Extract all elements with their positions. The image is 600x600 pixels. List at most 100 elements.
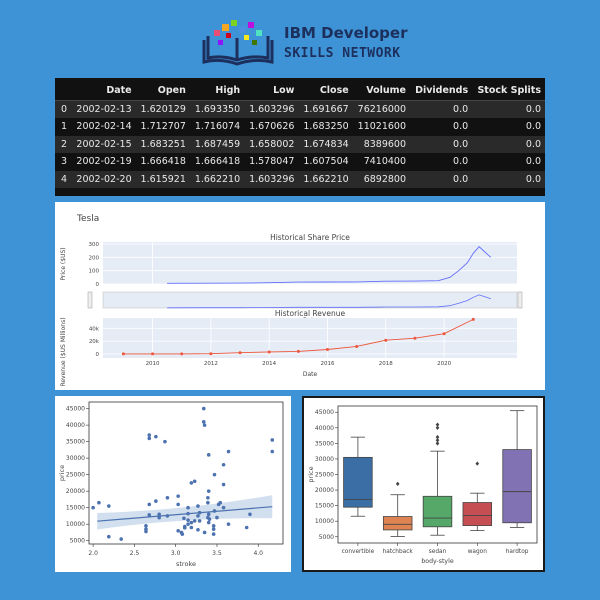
scatter-point <box>180 532 185 536</box>
table-cell: 1.674834 <box>298 135 353 153</box>
y-tick-label: 35000 <box>66 439 85 446</box>
share-price-line <box>167 246 492 284</box>
table-row: 1 2002-02-14 1.712707 1.716074 1.670626 1.683… <box>55 118 545 136</box>
table-cell: 1.683251 <box>135 135 190 153</box>
scatter-point <box>201 420 206 424</box>
table-cell: 1.603296 <box>244 100 299 118</box>
y-tick-label: 0 <box>96 352 100 358</box>
row-index: 0 <box>55 100 72 118</box>
scatter-point <box>144 529 148 534</box>
stroke-price-regplot: 2.0 2.5 3.0 3.5 4.0 5000 10000 15000 20000 25000 3… <box>58 401 284 568</box>
table-cell: 1.670626 <box>249 121 295 133</box>
table-cell: 1.683250 <box>303 121 349 133</box>
scatter-point <box>107 504 111 508</box>
table-cell: 11021600 <box>357 121 407 133</box>
revenue-point <box>121 352 125 356</box>
table-cell: 1.691667 <box>298 100 353 118</box>
y-tick-label: 20000 <box>315 487 334 494</box>
table-header-row: Date Open High Low Close Volume Dividends Stock… <box>55 82 545 101</box>
box-hatchback <box>382 516 413 531</box>
table-cell: 0.0 <box>472 135 545 153</box>
scatter-point <box>211 527 216 531</box>
table-cell: 1.578047 <box>249 156 295 168</box>
scatter-point <box>182 516 186 521</box>
outlier-point <box>435 434 440 440</box>
scatter-point <box>206 520 211 525</box>
scatter-point <box>221 482 226 487</box>
table-cell: 0.0 <box>410 135 473 153</box>
column-header <box>55 82 72 101</box>
revenue-point <box>413 336 417 340</box>
x-tick-label: hatchback <box>383 549 414 555</box>
scatter-point <box>119 537 123 541</box>
table-cell: 2002-02-15 <box>71 135 136 153</box>
scatter-point <box>202 530 207 535</box>
x-tick-label: hardtop <box>506 549 529 555</box>
scatter-point <box>91 505 95 510</box>
scatter-point <box>147 436 152 441</box>
book-with-colored-squares-icon <box>202 20 274 66</box>
scatter-point <box>202 423 207 427</box>
x-tick-label: sedan <box>429 549 447 555</box>
scatter-point <box>186 522 190 526</box>
revenue-plot-area <box>103 318 517 358</box>
outlier-point <box>435 438 440 443</box>
share-price-plot-area <box>103 242 517 284</box>
confidence-band <box>97 495 273 530</box>
table-row: 2 2002-02-15 1.683251 1.687459 1.658002 1.674… <box>55 135 545 153</box>
scatter-point <box>196 514 200 518</box>
table-cell: 2002-02-14 <box>76 121 132 133</box>
box-convertible <box>343 456 373 508</box>
outlier-point <box>435 422 440 427</box>
x-tick-label: 2018 <box>379 361 393 367</box>
scatter-point <box>176 494 180 498</box>
scatter-point <box>165 495 170 500</box>
revenue-x-axis-label: Date <box>303 371 318 378</box>
scatter-point <box>206 489 211 493</box>
row-index: 3 <box>61 156 68 168</box>
table-cell: 1.658002 <box>244 135 299 153</box>
scatter-point <box>207 517 212 522</box>
column-header: Dividends <box>410 82 473 101</box>
table-cell: 1.693350 <box>189 100 245 118</box>
column-header: Date <box>71 82 136 101</box>
box-hardtop <box>502 449 532 524</box>
y-tick-label: 5000 <box>319 534 334 541</box>
y-axis-label: price <box>307 466 315 482</box>
revenue-y-axis-label: Revenue ($US Millions) <box>60 317 67 386</box>
scatter-point <box>182 526 187 530</box>
revenue-point <box>442 332 446 336</box>
scatter-point <box>270 438 275 442</box>
scatter-point <box>211 524 216 528</box>
row-index: 2 <box>55 135 72 153</box>
table-cell: 1.662210 <box>298 170 353 188</box>
scatter-point <box>107 534 111 539</box>
column-header: Close <box>298 82 353 101</box>
x-tick-label: 2010 <box>146 361 160 367</box>
table-cell: 1.716074 <box>194 121 241 133</box>
y-tick-label: 40k <box>89 326 100 332</box>
y-tick-label: 20k <box>89 339 100 345</box>
table-cell: 1.712707 <box>140 121 186 133</box>
x-tick-label: 2016 <box>320 361 334 367</box>
revenue-point <box>296 349 300 353</box>
outlier-point <box>435 441 440 446</box>
scatter-point <box>196 528 200 532</box>
scatter-point <box>226 449 231 454</box>
scatter-point <box>201 406 206 411</box>
table-cell: 2002-02-19 <box>76 156 132 168</box>
regression-plot-panel: 2.0 2.5 3.0 3.5 4.0 5000 10000 15000 20000 25000 3… <box>55 396 291 572</box>
y-tick-label: 40000 <box>66 422 85 429</box>
y-tick-label: 20000 <box>66 488 85 495</box>
outlier-point <box>395 481 400 487</box>
column-header: Open <box>135 82 190 101</box>
scatter-point <box>147 513 152 517</box>
scatter-point <box>212 472 217 477</box>
table-cell: 1.687459 <box>189 135 245 153</box>
column-header: Stock Splits <box>472 82 545 101</box>
y-tick-label: 25000 <box>315 472 334 479</box>
boxplot-panel: 5000 10000 15000 20000 25000 30000 35000 40000 4… <box>302 396 545 572</box>
y-tick-label: 35000 <box>315 440 334 447</box>
range-slider-left-handle <box>87 291 93 309</box>
x-tick-label: 2.0 <box>88 550 98 557</box>
